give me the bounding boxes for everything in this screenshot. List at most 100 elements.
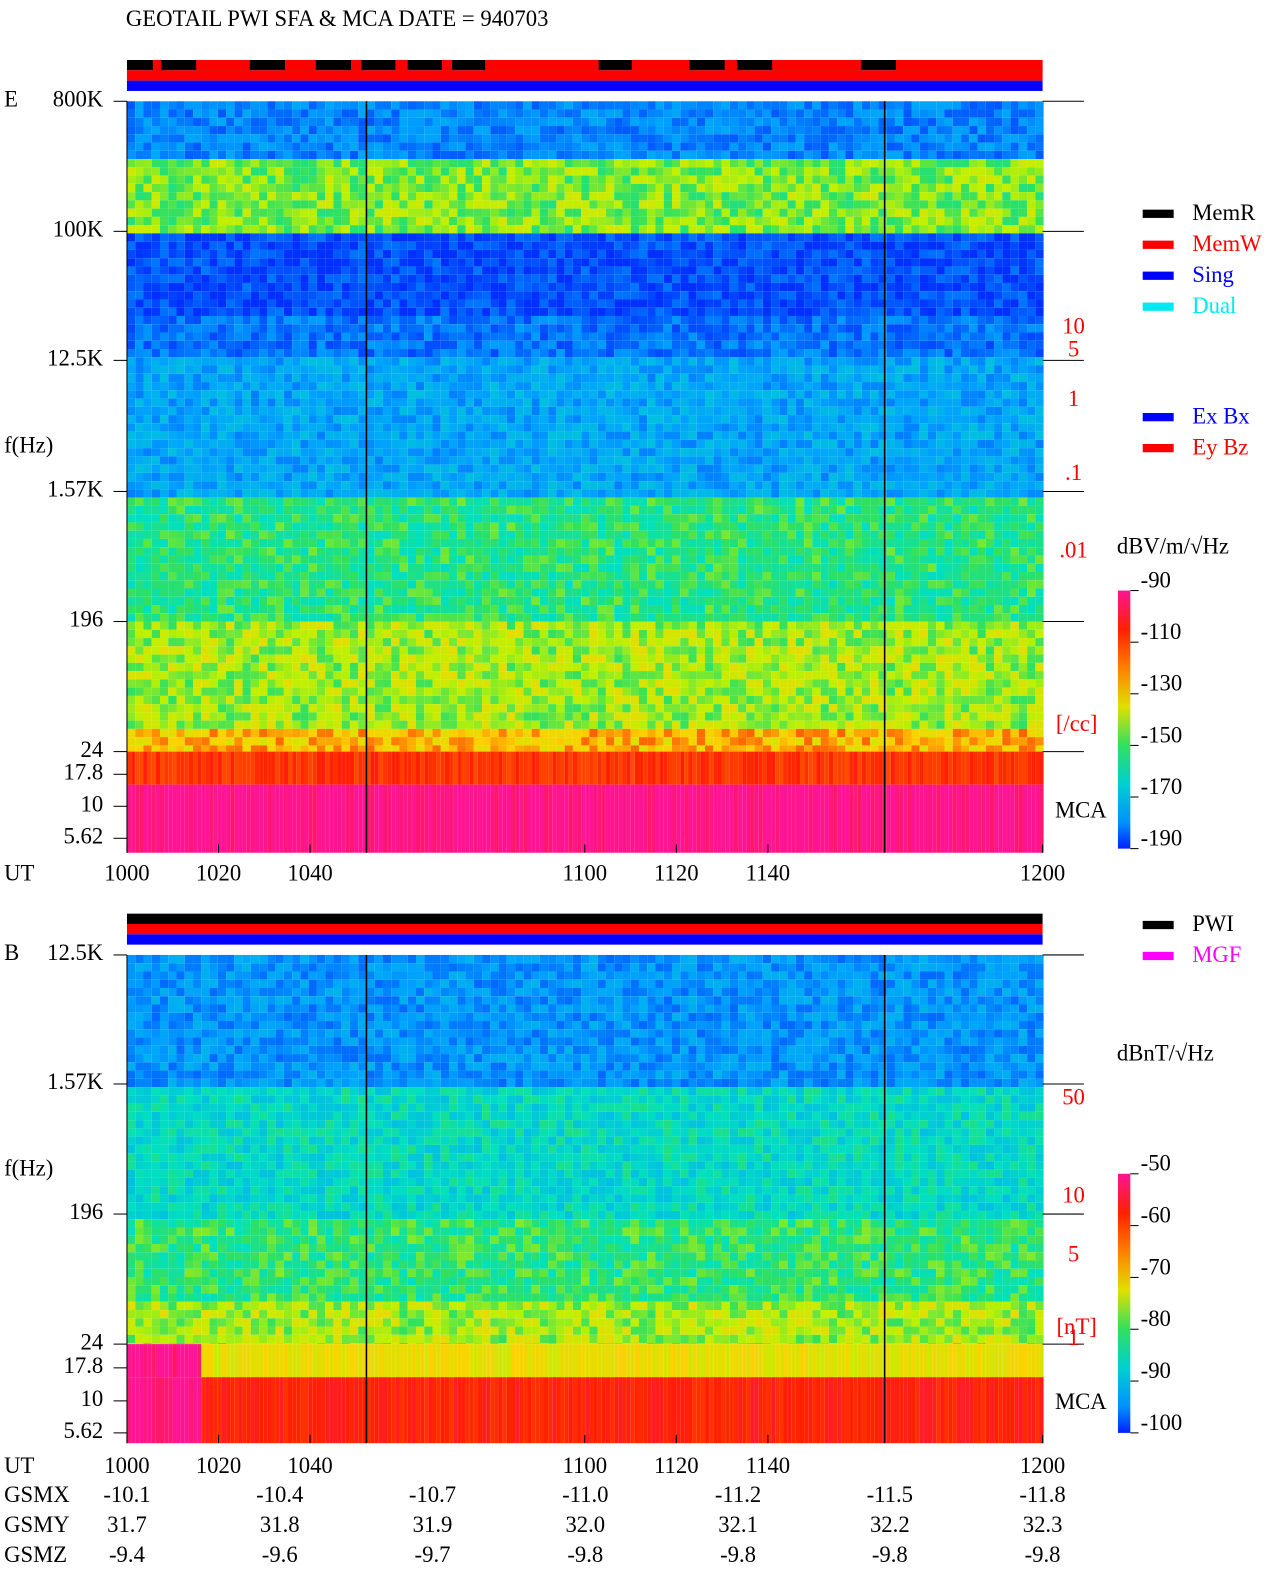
spectrogram-cell [168, 282, 177, 292]
spectrogram-cell [729, 208, 739, 217]
spectrogram-cell [275, 431, 284, 440]
spectrogram-cell [515, 332, 524, 341]
spectrogram-cell [771, 398, 780, 407]
spectrogram-cell [250, 233, 260, 242]
spectrogram-cell [259, 233, 268, 242]
spectrogram-cell [630, 241, 639, 250]
spectrogram-cell [143, 365, 152, 374]
spectrogram-cell [663, 216, 672, 226]
spectrogram-cell [630, 398, 639, 407]
spectrogram-cell [126, 439, 136, 449]
spectrogram-cell [572, 464, 582, 473]
spectrogram-cell [250, 258, 260, 267]
spectrogram-cell [597, 324, 606, 333]
spectrogram-cell [250, 117, 260, 127]
spectrogram-cell [1002, 382, 1011, 391]
spectrogram-cell [655, 134, 664, 143]
spectrogram-cell [300, 249, 309, 259]
spectrogram-cell [820, 117, 829, 127]
spectrogram-cell [870, 357, 879, 366]
spectrogram-cell [531, 142, 540, 151]
spectrogram-cell [572, 390, 582, 399]
spectrogram-cell [721, 183, 730, 193]
spectrogram-cell [300, 134, 309, 143]
spectrogram-cell [382, 324, 392, 333]
spectrogram-cell [795, 398, 805, 407]
spectrogram-cell [961, 439, 970, 449]
spectrogram-cell [597, 291, 606, 300]
spectrogram-cell [184, 357, 194, 366]
spectrogram-cell [1010, 126, 1019, 135]
spectrogram-cell [969, 225, 978, 234]
spectrogram-cell [861, 150, 871, 160]
spectrogram-cell [894, 349, 904, 358]
spectrogram-cell [234, 315, 243, 325]
spectrogram-cell [903, 167, 912, 176]
spectrogram-cell [399, 109, 408, 118]
spectrogram-cell [440, 307, 450, 316]
spectrogram-cell [176, 390, 185, 399]
spectrogram-cell [754, 357, 763, 366]
spectrogram-cell [168, 299, 177, 308]
spectrogram-cell [333, 456, 342, 465]
spectrogram-cell [457, 439, 466, 449]
spectrogram-cell [705, 291, 714, 300]
spectrogram-cell [333, 365, 342, 374]
spectrogram-cell [242, 398, 251, 407]
spectrogram-cell [680, 117, 689, 127]
spectrogram-cell [333, 101, 342, 110]
spectrogram-cell [424, 448, 433, 457]
spectrogram-cell [663, 365, 672, 374]
spectrogram-cell [729, 357, 739, 366]
spectrogram-cell [234, 439, 243, 449]
spectrogram-cell [506, 349, 516, 358]
spectrogram-cell [647, 332, 656, 341]
spectrogram-cell [605, 233, 615, 242]
spectrogram-cell [1027, 258, 1036, 267]
spectrogram-cell [894, 117, 904, 127]
spectrogram-cell [977, 101, 986, 110]
spectrogram-cell [572, 415, 582, 424]
spectrogram-cell [515, 241, 524, 250]
spectrogram-cell [853, 431, 862, 440]
spectrogram-cell [193, 167, 202, 176]
spectrogram-cell [1002, 258, 1011, 267]
spectrogram-cell [985, 398, 995, 407]
spectrogram-cell [283, 101, 293, 110]
spectrogram-cell [498, 109, 507, 118]
spectrogram-cell [919, 291, 928, 300]
spectrogram-cell [878, 225, 887, 234]
spectrogram-cell [738, 126, 747, 135]
spectrogram-cell [977, 431, 986, 440]
spectrogram-cell [952, 282, 962, 292]
spectrogram-cell [416, 101, 425, 110]
spectrogram-cell [977, 299, 986, 308]
spectrogram-cell [754, 398, 763, 407]
spectrogram-cell [168, 117, 177, 127]
spectrogram-cell [638, 126, 648, 135]
spectrogram-cell [523, 134, 532, 143]
spectrogram-cell [391, 431, 400, 440]
spectrogram-cell [919, 299, 928, 308]
spectrogram-cell [184, 332, 194, 341]
spectrogram-cell [762, 382, 772, 391]
spectrogram-cell [828, 431, 838, 440]
spectrogram-cell [126, 126, 136, 135]
spectrogram-cell [638, 134, 648, 143]
spectrogram-cell [581, 266, 590, 275]
spectrogram-cell [977, 200, 986, 209]
spectrogram-cell [184, 390, 194, 399]
spectrogram-cell [283, 349, 293, 358]
spectrogram-cell [556, 117, 565, 127]
spectrogram-cell [589, 216, 598, 226]
spectrogram-cell [473, 439, 483, 449]
spectrogram-cell [853, 134, 862, 143]
spectrogram-cell [432, 249, 441, 259]
spectrogram-cell [969, 200, 978, 209]
spectrogram-cell [771, 142, 780, 151]
spectrogram-cell [919, 464, 928, 473]
spectrogram-cell [630, 126, 639, 135]
spectrogram-cell [209, 390, 218, 399]
spectrogram-cell [482, 183, 491, 193]
spectrogram-cell [135, 324, 144, 333]
